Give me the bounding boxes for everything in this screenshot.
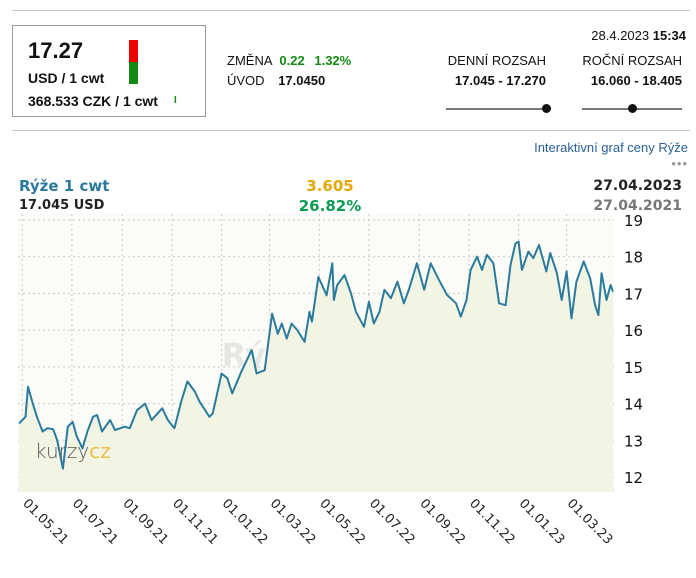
ellipsis-icon[interactable]: ••• bbox=[671, 156, 688, 171]
x-tick-label: 01.03.23 bbox=[564, 496, 616, 548]
change-pct: 1.32% bbox=[314, 53, 352, 68]
quote-date: 28.4.2023 bbox=[591, 28, 650, 43]
y-tick-label: 15 bbox=[624, 359, 643, 377]
x-tick-label: 01.01.23 bbox=[516, 496, 568, 548]
quote-time: 15:34 bbox=[652, 28, 686, 43]
top-divider bbox=[12, 10, 690, 11]
kurzy-logo: kurzycz bbox=[35, 439, 111, 463]
price-czk: 368.533 CZK / 1 cwt bbox=[28, 93, 158, 109]
daily-range-slider bbox=[446, 108, 546, 110]
series-name: Rýže 1 cwt bbox=[19, 177, 110, 195]
y-tick-label: 19 bbox=[624, 212, 643, 230]
yearly-range-value: 16.060 - 18.405 bbox=[590, 73, 682, 88]
x-tick-label: 01.05.22 bbox=[316, 496, 368, 548]
interactive-chart-link[interactable]: Interaktivní graf ceny Rýže bbox=[534, 140, 688, 155]
series-area bbox=[19, 241, 613, 492]
open-value: 17.0450 bbox=[278, 73, 326, 88]
mini-range-icon: I bbox=[174, 95, 177, 106]
x-tick-label: 01.07.21 bbox=[69, 496, 121, 548]
trend-bar-down bbox=[129, 40, 138, 62]
x-tick-label: 01.11.21 bbox=[169, 496, 221, 548]
x-tick-label: 01.01.22 bbox=[219, 496, 271, 548]
x-tick-label: 01.03.22 bbox=[267, 496, 319, 548]
x-tick-label: 01.09.21 bbox=[120, 496, 172, 548]
start-value: 17.045 USD bbox=[19, 198, 105, 213]
y-axis: 12 13 14 15 16 17 18 19 bbox=[624, 212, 643, 487]
trend-bar-up bbox=[129, 62, 138, 84]
y-tick-label: 13 bbox=[624, 432, 643, 450]
x-tick-label: 01.09.22 bbox=[417, 496, 469, 548]
x-tick-label: 01.11.22 bbox=[466, 496, 518, 548]
diff-percent: 26.82% bbox=[298, 197, 362, 215]
yearly-range-marker bbox=[627, 104, 637, 113]
diff-value: 3.605 bbox=[306, 177, 354, 195]
x-tick-label: 01.07.22 bbox=[366, 496, 418, 548]
series-line bbox=[18, 240, 614, 470]
daily-range-value: 17.045 - 17.270 bbox=[454, 73, 546, 88]
start-date: 27.04.2021 bbox=[593, 198, 682, 214]
y-tick-label: 16 bbox=[624, 322, 643, 340]
y-tick-label: 17 bbox=[624, 285, 643, 303]
change-label: ZMĚNA bbox=[227, 53, 272, 68]
change-abs: 0.22 bbox=[279, 53, 305, 68]
x-tick-label: 01.05.21 bbox=[19, 496, 71, 548]
x-axis: 01.05.2101.07.2101.09.2101.11.2101.01.22… bbox=[19, 496, 615, 548]
price-box: 17.27 USD / 1 cwt 368.533 CZK / 1 cwt I bbox=[12, 25, 206, 117]
section-divider bbox=[12, 130, 690, 131]
y-tick-label: 12 bbox=[624, 469, 643, 487]
daily-range-label: DENNÍ ROZSAH bbox=[447, 53, 546, 68]
yearly-range-label: ROČNÍ ROZSAH bbox=[582, 53, 682, 68]
open-row: ÚVOD 17.0450 bbox=[227, 73, 325, 88]
y-tick-label: 18 bbox=[624, 249, 643, 267]
quote-timestamp: 28.4.2023 15:34 bbox=[591, 28, 686, 43]
y-tick-label: 14 bbox=[624, 396, 643, 414]
current-price: 17.27 bbox=[28, 38, 84, 63]
change-row: ZMĚNA 0.22 1.32% bbox=[227, 53, 351, 68]
price-unit: USD / 1 cwt bbox=[28, 70, 105, 86]
daily-range-marker bbox=[541, 104, 551, 113]
end-date: 27.04.2023 bbox=[593, 178, 682, 194]
open-label: ÚVOD bbox=[227, 73, 265, 88]
